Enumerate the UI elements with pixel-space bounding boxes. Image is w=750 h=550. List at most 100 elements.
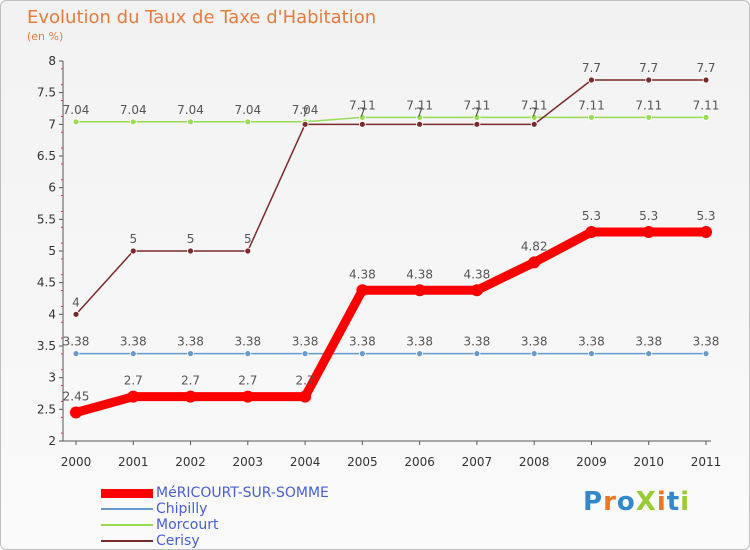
data-point [702, 350, 710, 358]
x-tick-label: 2008 [519, 455, 550, 469]
data-label: 7.04 [63, 103, 90, 117]
data-point [129, 118, 137, 126]
data-label: 7 [530, 105, 538, 119]
data-label: 3.38 [635, 335, 662, 349]
data-label: 4.38 [406, 267, 433, 281]
data-point [358, 113, 366, 121]
y-tick-label: 4.5 [37, 276, 56, 290]
x-tick-label: 2011 [691, 455, 722, 469]
logo-letter: t [666, 487, 681, 517]
data-point [244, 118, 252, 126]
legend-label: Morcourt [156, 517, 219, 533]
data-label: 7.11 [349, 98, 376, 112]
data-label: 7.7 [582, 61, 601, 75]
y-tick-label: 7.5 [37, 86, 56, 100]
y-tick-label: 3 [48, 371, 56, 385]
data-point [585, 226, 598, 238]
data-point [416, 350, 424, 358]
data-label: 4.38 [464, 267, 491, 281]
logo-letter: o [616, 487, 636, 517]
legend-swatch [101, 488, 153, 498]
data-point [70, 406, 82, 419]
data-point [642, 226, 655, 238]
y-tick-label: 5.5 [37, 212, 56, 226]
legend-item: MéRICOURT-SUR-SOMME [101, 485, 401, 501]
data-point [129, 247, 137, 255]
y-tick-label: 2 [48, 434, 56, 448]
legend: MéRICOURT-SUR-SOMME Chipilly Morcourt Ceris… [101, 485, 401, 549]
data-label: 7 [301, 105, 309, 119]
data-point [301, 350, 309, 358]
data-label: 3.38 [521, 335, 548, 349]
data-point [127, 390, 140, 403]
data-point [301, 120, 309, 128]
logo-letter: P [583, 487, 604, 517]
data-point [473, 113, 481, 121]
data-point [299, 390, 312, 403]
data-label: 5.3 [696, 209, 715, 223]
data-point [187, 247, 194, 255]
legend-item: Morcourt [101, 517, 401, 533]
logo-letter: i [656, 487, 667, 517]
y-tick-label: 6.5 [37, 149, 56, 163]
data-label: 5.3 [639, 209, 658, 223]
data-point [700, 226, 712, 238]
data-point [470, 284, 483, 297]
data-point [530, 350, 538, 358]
logo-letter: i [680, 487, 691, 517]
series-line-0 [74, 227, 706, 417]
data-label: 7.04 [120, 103, 147, 117]
legend-swatch [101, 540, 153, 542]
data-label: 3.38 [349, 335, 376, 349]
data-label: 7.11 [521, 98, 548, 112]
x-tick-label: 2005 [347, 455, 378, 469]
data-point [241, 390, 254, 403]
data-point [645, 113, 653, 121]
y-tick-label: 6 [48, 181, 56, 195]
data-point [645, 350, 653, 358]
data-label: 2.45 [63, 390, 90, 404]
x-tick-label: 2000 [61, 455, 92, 469]
chart-title: Evolution du Taux de Taxe d'Habitation [27, 7, 377, 28]
series-line-3 [75, 79, 706, 315]
data-label: 7.11 [464, 98, 491, 112]
data-point [244, 247, 252, 255]
proxiti-logo: ProXiti [583, 487, 690, 517]
data-label: 7.7 [696, 61, 715, 75]
data-point [356, 284, 369, 297]
data-label: 7.04 [234, 103, 261, 117]
series-line-2 [76, 116, 706, 123]
data-label: 4.82 [521, 239, 548, 253]
data-label: 3.38 [464, 335, 491, 349]
data-point [358, 350, 366, 358]
data-point [187, 118, 194, 126]
x-tick-label: 2010 [633, 455, 664, 469]
legend-item: Cerisy [101, 533, 401, 549]
chart-subtitle: (en %) [27, 30, 64, 43]
data-label: 7 [473, 105, 481, 119]
data-label: 3.38 [693, 335, 720, 349]
data-label: 7.11 [635, 98, 662, 112]
data-point [358, 120, 366, 128]
data-point [416, 120, 424, 128]
data-point [72, 310, 80, 318]
data-point [645, 76, 653, 84]
legend-swatch [101, 508, 153, 510]
data-point [473, 120, 481, 128]
data-label: 5 [129, 232, 137, 246]
data-label: 3.38 [292, 335, 319, 349]
data-label: 5 [187, 232, 195, 246]
data-point [473, 350, 481, 358]
data-label: 3.38 [578, 335, 605, 349]
x-tick-label: 2004 [290, 455, 321, 469]
data-label: 3.38 [234, 335, 261, 349]
y-tick-label: 7 [48, 117, 56, 131]
data-label: 7 [416, 105, 424, 119]
data-point [129, 350, 137, 358]
x-tick-label: 2003 [233, 455, 264, 469]
data-point [187, 350, 194, 358]
data-point [530, 113, 538, 121]
data-label: 7.11 [578, 98, 605, 112]
